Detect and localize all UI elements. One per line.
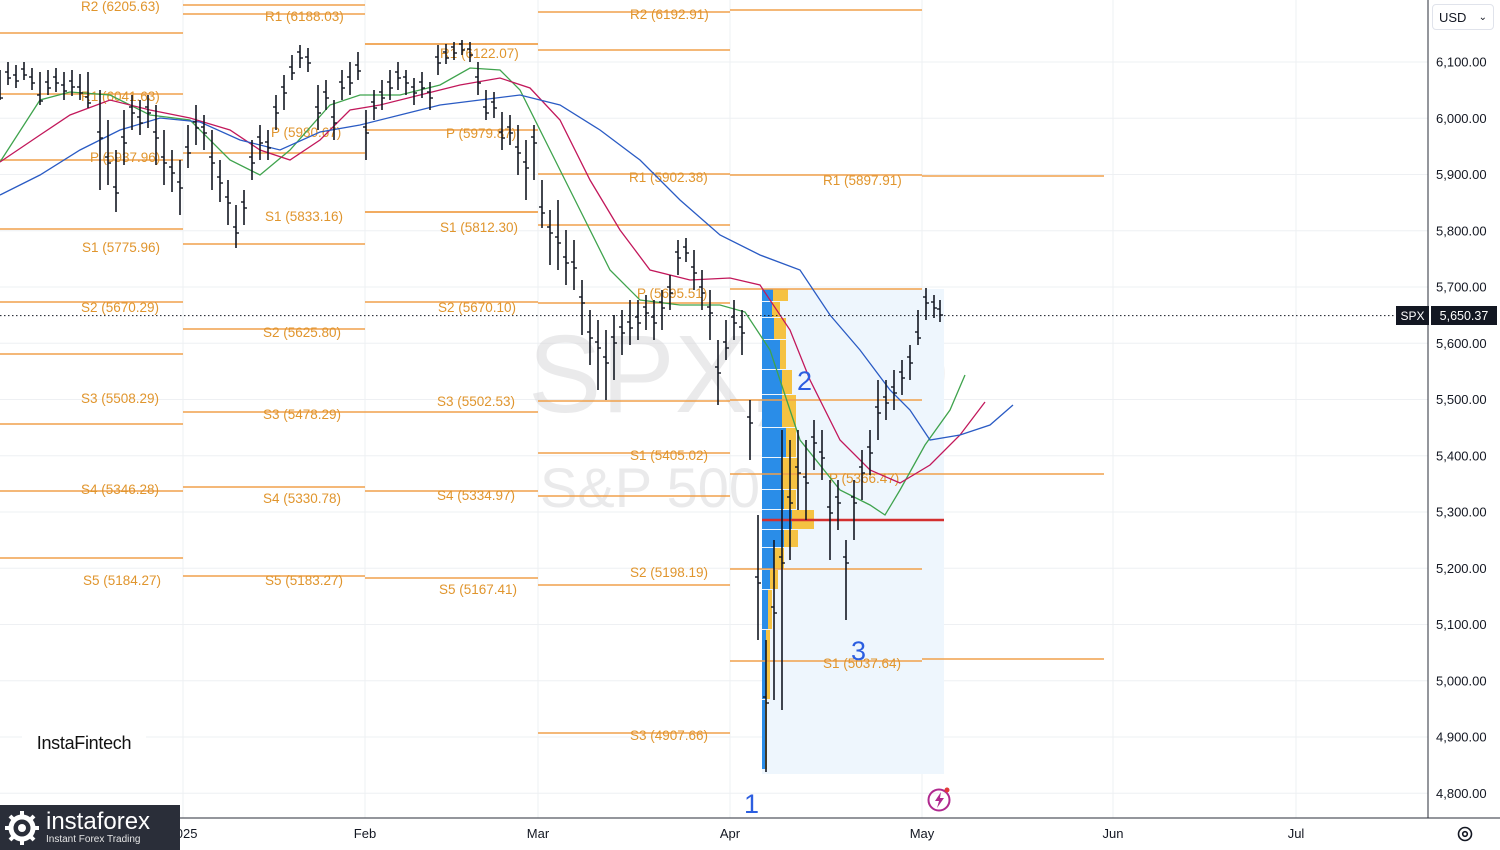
volume-bar-up xyxy=(762,318,774,339)
instaforex-tagline: Instant Forex Trading xyxy=(46,834,141,845)
price-tick-label: 5,900.00 xyxy=(1436,167,1487,182)
pivot-label: S5 (5183.27) xyxy=(265,573,343,588)
time-tick-label: May xyxy=(910,826,935,841)
volume-bar-up xyxy=(762,370,782,394)
pivot-label: S1 (5812.30) xyxy=(440,220,518,235)
pivot-label: R1 (5897.91) xyxy=(823,173,902,188)
last-price-value: 5,650.37 xyxy=(1440,309,1489,323)
volume-bar-up xyxy=(762,289,773,301)
currency-selector[interactable]: USD ⌄ xyxy=(1432,4,1494,30)
price-tick-label: 4,800.00 xyxy=(1436,786,1487,801)
price-tick-label: 5,600.00 xyxy=(1436,336,1487,351)
price-tick-label: 4,900.00 xyxy=(1436,730,1487,745)
pivot-label: S5 (5184.27) xyxy=(83,573,161,588)
volume-bar-down xyxy=(773,289,788,301)
pivot-label: R1 (6122.07) xyxy=(440,46,519,61)
time-tick-label: Jul xyxy=(1288,826,1305,841)
time-tick-label: Mar xyxy=(527,826,550,841)
wave-label-3: 3 xyxy=(851,636,866,666)
volume-bar-down xyxy=(782,370,792,394)
volume-bar-up xyxy=(762,530,784,547)
volume-bar-down xyxy=(780,340,786,369)
volume-bar-down xyxy=(774,548,784,569)
price-tick-label: 5,400.00 xyxy=(1436,448,1487,463)
volume-bar-down xyxy=(774,318,786,339)
pivot-label: S5 (5167.41) xyxy=(439,582,517,597)
price-tick-label: 5,700.00 xyxy=(1436,280,1487,295)
pivot-label: S4 (5330.78) xyxy=(263,491,341,506)
lightning-icon[interactable] xyxy=(927,787,951,812)
volume-profile xyxy=(762,289,944,774)
volume-bar-down xyxy=(768,590,772,629)
price-tick-label: 6,100.00 xyxy=(1436,55,1487,70)
settings-gear-icon[interactable] xyxy=(1455,824,1475,844)
grid xyxy=(0,0,1428,818)
price-tick-label: 6,000.00 xyxy=(1436,111,1487,126)
gear-logo-icon xyxy=(5,810,39,845)
pivot-label: S2 (5198.19) xyxy=(630,565,708,580)
volume-bar-up xyxy=(762,302,772,317)
pivot-label: S4 (5346.28) xyxy=(81,482,159,497)
pivot-label: S1 (5037.64) xyxy=(823,656,901,671)
price-axis[interactable]: 6,100.00 6,000.00 5,900.00 5,800.00 5,700.00… xyxy=(1427,0,1500,818)
pivot-label: P (5979.87) xyxy=(446,126,516,141)
time-tick-label: Apr xyxy=(720,826,741,841)
wave-label-2: 2 xyxy=(797,366,812,396)
last-price-marker: SPX 5,650.37 xyxy=(1396,306,1497,325)
instafintech-logo: InstaFintech xyxy=(22,712,146,774)
price-tick-label: 5,000.00 xyxy=(1436,673,1487,688)
pivot-label: S3 (5502.53) xyxy=(437,394,515,409)
time-axis[interactable]: 2025 Feb Mar Apr May Jun Jul xyxy=(0,817,1500,841)
pivot-levels: R2 (6205.63)R1 (6041.63)P (5937.96)S1 (5… xyxy=(0,0,1104,743)
volume-bar-up xyxy=(762,548,774,569)
volume-bar-up xyxy=(762,590,768,629)
ohlc-bars xyxy=(0,40,943,772)
pivot-label: S2 (5670.10) xyxy=(438,300,516,315)
price-tick-label: 5,800.00 xyxy=(1436,223,1487,238)
pivot-label: S1 (5833.16) xyxy=(265,209,343,224)
chevron-down-icon: ⌄ xyxy=(1478,11,1487,23)
volume-bar-up xyxy=(762,700,765,769)
pivot-label: R2 (6192.91) xyxy=(630,7,709,22)
wave-label-1: 1 xyxy=(744,789,759,819)
pivot-label: S1 (5405.02) xyxy=(630,448,708,463)
instaforex-wordmark: instaforex xyxy=(46,808,151,835)
price-tick-label: 5,300.00 xyxy=(1436,505,1487,520)
price-tick-label: 5,200.00 xyxy=(1436,561,1487,576)
pivot-label: R1 (6188.03) xyxy=(265,9,344,24)
volume-bar-up xyxy=(762,570,770,589)
pivot-label: S2 (5670.29) xyxy=(81,300,159,315)
last-price-symbol: SPX xyxy=(1400,309,1424,323)
wave-labels: 1 2 3 xyxy=(744,366,866,819)
time-tick-label: Feb xyxy=(354,826,376,841)
pivot-label: S3 (4907.66) xyxy=(630,728,708,743)
instafintech-text: InstaFintech xyxy=(36,732,132,753)
volume-bar-up xyxy=(762,490,784,509)
pivot-label: S3 (5478.29) xyxy=(263,407,341,422)
volume-bar-up xyxy=(762,395,782,427)
pivot-label: S2 (5625.80) xyxy=(263,325,341,340)
volume-bar-down xyxy=(784,530,798,547)
pivot-label: S3 (5508.29) xyxy=(81,391,159,406)
currency-label: USD xyxy=(1439,9,1467,25)
sma-slow-line xyxy=(0,94,1014,441)
volume-bar-down xyxy=(786,428,796,457)
pivot-label: R1 (5902.38) xyxy=(629,170,708,185)
price-tick-label: 5,500.00 xyxy=(1436,392,1487,407)
pivot-label: S1 (5775.96) xyxy=(82,240,160,255)
price-tick-label: 5,100.00 xyxy=(1436,617,1487,632)
volume-bar-down xyxy=(766,630,770,699)
volume-bar-up xyxy=(762,630,766,699)
time-tick-label: Jun xyxy=(1103,826,1124,841)
pivot-label: R2 (6205.63) xyxy=(81,0,160,14)
sma-mid-line xyxy=(0,77,986,484)
instaforex-logo: instaforex Instant Forex Trading xyxy=(0,805,180,850)
pivot-label: S4 (5334.97) xyxy=(437,488,515,503)
